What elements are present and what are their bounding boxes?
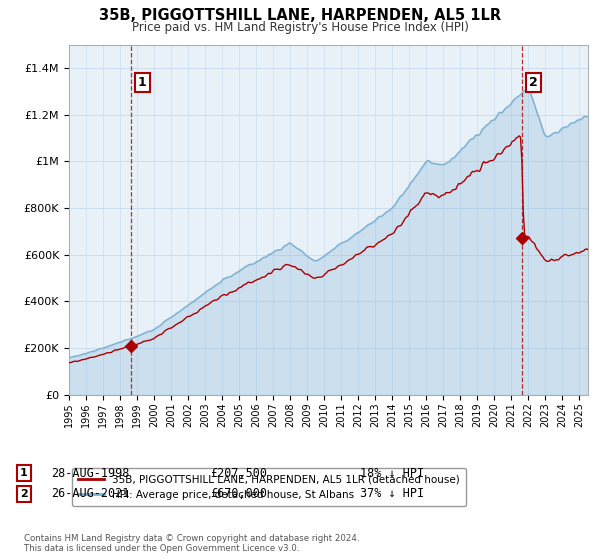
Text: 28-AUG-1998: 28-AUG-1998 xyxy=(51,466,130,480)
Text: 37% ↓ HPI: 37% ↓ HPI xyxy=(360,487,424,501)
Text: 2: 2 xyxy=(529,76,538,88)
Legend: 35B, PIGGOTTSHILL LANE, HARPENDEN, AL5 1LR (detached house), HPI: Average price,: 35B, PIGGOTTSHILL LANE, HARPENDEN, AL5 1… xyxy=(71,468,466,506)
Text: 18% ↓ HPI: 18% ↓ HPI xyxy=(360,466,424,480)
Text: 2: 2 xyxy=(20,489,28,499)
Text: 26-AUG-2021: 26-AUG-2021 xyxy=(51,487,130,501)
Text: £207,500: £207,500 xyxy=(210,466,267,480)
Text: 1: 1 xyxy=(138,76,146,88)
Text: Price paid vs. HM Land Registry's House Price Index (HPI): Price paid vs. HM Land Registry's House … xyxy=(131,21,469,34)
Text: 1: 1 xyxy=(20,468,28,478)
Text: 35B, PIGGOTTSHILL LANE, HARPENDEN, AL5 1LR: 35B, PIGGOTTSHILL LANE, HARPENDEN, AL5 1… xyxy=(99,8,501,24)
Text: £670,000: £670,000 xyxy=(210,487,267,501)
Text: Contains HM Land Registry data © Crown copyright and database right 2024.
This d: Contains HM Land Registry data © Crown c… xyxy=(24,534,359,553)
